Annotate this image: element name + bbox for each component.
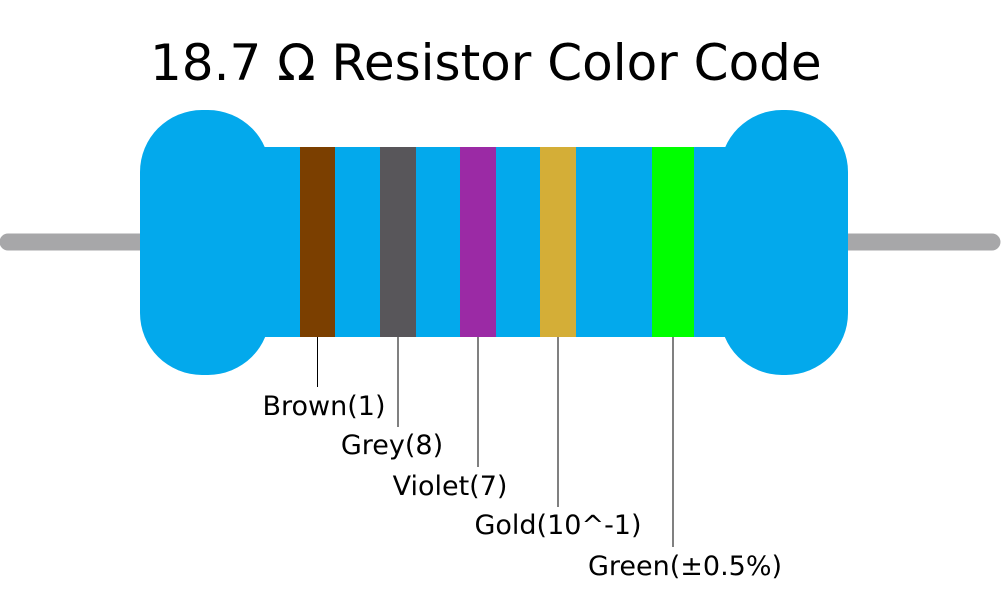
body-cap-right: [720, 110, 848, 375]
band-label: Green(±0.5%): [588, 551, 782, 582]
color-band: [380, 147, 416, 337]
band-label: Grey(8): [341, 430, 443, 461]
band-label: Violet(7): [393, 471, 508, 502]
color-band: [652, 147, 694, 337]
color-band: [300, 147, 335, 337]
color-band: [540, 147, 576, 337]
bands: Brown(1) Grey(8) Violet(7) Gold(10^-1) Green…: [263, 147, 782, 582]
band-label: Brown(1): [263, 391, 386, 422]
body-cap-left: [140, 110, 270, 375]
band-label: Gold(10^-1): [474, 510, 641, 541]
title: 18.7 Ω Resistor Color Code: [150, 34, 822, 92]
color-band: [460, 147, 496, 337]
